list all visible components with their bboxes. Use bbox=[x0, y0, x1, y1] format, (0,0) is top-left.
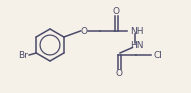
Text: O: O bbox=[80, 27, 87, 36]
Text: O: O bbox=[113, 7, 120, 16]
Text: Cl: Cl bbox=[153, 50, 162, 60]
Text: O: O bbox=[116, 69, 123, 78]
Text: NH: NH bbox=[130, 27, 143, 36]
Text: Br: Br bbox=[18, 50, 28, 60]
Text: HN: HN bbox=[130, 40, 143, 49]
